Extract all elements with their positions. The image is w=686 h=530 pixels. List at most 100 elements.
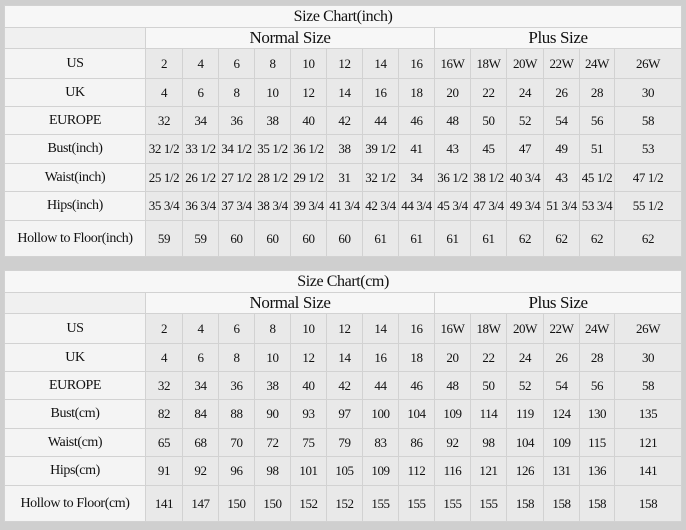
row-label: Bust(inch) — [4, 134, 146, 164]
size-cell: 28 1/2 — [254, 163, 291, 192]
size-cell: 34 — [182, 371, 219, 400]
size-cell: 40 — [290, 106, 327, 135]
size-cell: 38 — [326, 134, 363, 164]
table-row: EUROPE 32 34 36 38 40 42 44 46 48 50 52 54 56 58 — [4, 371, 683, 400]
size-cell: 92 — [434, 428, 471, 457]
size-cell: 119 — [506, 399, 544, 429]
size-cell: 40 — [290, 371, 327, 400]
size-cell: 58 — [613, 371, 683, 400]
size-cell: 61 — [362, 220, 399, 257]
plus-size-header: Plus Size — [433, 27, 683, 49]
size-cell: 38 — [254, 106, 291, 135]
size-cell: 58 — [613, 106, 683, 135]
size-cell: 42 — [326, 106, 363, 135]
size-cell: 54 — [543, 106, 580, 135]
size-cell: 130 — [579, 399, 615, 429]
size-cell: 42 — [326, 371, 363, 400]
size-cell: 70 — [218, 428, 255, 457]
row-label: US — [4, 313, 146, 344]
size-cell: 18 — [398, 343, 435, 372]
size-cell: 136 — [579, 456, 615, 486]
size-cell: 8 — [218, 343, 255, 372]
size-cell: 38 3/4 — [254, 191, 291, 221]
size-cell: 32 — [145, 371, 183, 400]
size-cell: 18W — [470, 313, 507, 344]
size-cell: 4 — [182, 313, 219, 344]
size-cell: 32 1/2 — [362, 163, 399, 192]
size-cell: 43 — [434, 134, 471, 164]
size-cell: 98 — [254, 456, 291, 486]
size-cell: 44 — [362, 371, 399, 400]
row-label: UK — [4, 78, 146, 107]
size-cell: 39 1/2 — [362, 134, 399, 164]
row-label: Hips(cm) — [4, 456, 146, 486]
size-cell: 72 — [254, 428, 291, 457]
size-cell: 59 — [145, 220, 183, 257]
size-cell: 48 — [434, 106, 471, 135]
size-cell: 28 — [579, 78, 615, 107]
size-cell: 4 — [145, 343, 183, 372]
size-cell: 158 — [543, 485, 580, 522]
size-cell: 36 3/4 — [182, 191, 219, 221]
size-cell: 12 — [326, 48, 363, 79]
size-cell: 46 — [398, 106, 435, 135]
size-cell: 75 — [290, 428, 327, 457]
size-cell: 16 — [398, 48, 435, 79]
size-cell: 8 — [218, 78, 255, 107]
size-cell: 41 — [398, 134, 435, 164]
size-cell: 25 1/2 — [145, 163, 183, 192]
size-cell: 62 — [543, 220, 580, 257]
size-cell: 158 — [506, 485, 544, 522]
table-row: Hips(inch) 35 3/4 36 3/4 37 3/4 38 3/4 39 3/4… — [4, 191, 683, 221]
table-row: EUROPE 32 34 36 38 40 42 44 46 48 50 52 54 56 58 — [4, 106, 683, 135]
size-cell: 16W — [434, 48, 471, 79]
size-cell: 84 — [182, 399, 219, 429]
table-row: Bust(cm) 82 84 88 90 93 97 100 104 109 114 119 124 13… — [4, 399, 683, 429]
size-chart-inch-table: Size Chart(inch) Normal Size Plus Size US 2 4… — [3, 5, 683, 257]
size-cell: 43 — [543, 163, 580, 192]
size-cell: 86 — [398, 428, 435, 457]
size-cell: 16 — [398, 313, 435, 344]
table-row: Waist(cm) 65 68 70 72 75 79 83 86 92 98 104 109 115 12… — [4, 428, 683, 457]
size-cell: 20W — [506, 48, 544, 79]
size-cell: 147 — [182, 485, 219, 522]
size-cell: 131 — [543, 456, 580, 486]
size-chart-cm-table: Size Chart(cm) Normal Size Plus Size US 2 4 6 8… — [3, 270, 683, 522]
row-label: Hips(inch) — [4, 191, 146, 221]
size-cell: 121 — [470, 456, 507, 486]
size-cell: 12 — [326, 313, 363, 344]
size-cell: 54 — [543, 371, 580, 400]
size-cell: 49 3/4 — [506, 191, 544, 221]
size-cell: 55 1/2 — [613, 191, 683, 221]
size-cell: 114 — [470, 399, 507, 429]
size-cell: 14 — [326, 343, 363, 372]
size-cell: 158 — [613, 485, 683, 522]
size-cell: 50 — [470, 106, 507, 135]
size-cell: 36 1/2 — [290, 134, 327, 164]
corner-cell — [4, 27, 146, 49]
size-cell: 56 — [579, 106, 615, 135]
size-cell: 65 — [145, 428, 183, 457]
size-cell: 109 — [362, 456, 399, 486]
size-cell: 79 — [326, 428, 363, 457]
size-cell: 141 — [613, 456, 683, 486]
size-cell: 20 — [434, 343, 471, 372]
size-cell: 68 — [182, 428, 219, 457]
size-cell: 82 — [145, 399, 183, 429]
size-cell: 96 — [218, 456, 255, 486]
normal-size-header: Normal Size — [145, 292, 435, 314]
size-cell: 36 — [218, 106, 255, 135]
size-cell: 26 — [543, 78, 580, 107]
size-cell: 45 3/4 — [434, 191, 471, 221]
size-cell: 16 — [362, 78, 399, 107]
row-label: Bust(cm) — [4, 399, 146, 429]
size-cell: 39 3/4 — [290, 191, 327, 221]
size-cell: 115 — [579, 428, 615, 457]
size-cell: 26 1/2 — [182, 163, 219, 192]
table-row: UK 4 6 8 10 12 14 16 18 20 22 24 26 28 30 — [4, 343, 683, 372]
chart-title: Size Chart(inch) — [3, 5, 683, 28]
size-cell: 53 3/4 — [579, 191, 615, 221]
size-cell: 29 1/2 — [290, 163, 327, 192]
size-cell: 20W — [506, 313, 544, 344]
size-cell: 60 — [290, 220, 327, 257]
